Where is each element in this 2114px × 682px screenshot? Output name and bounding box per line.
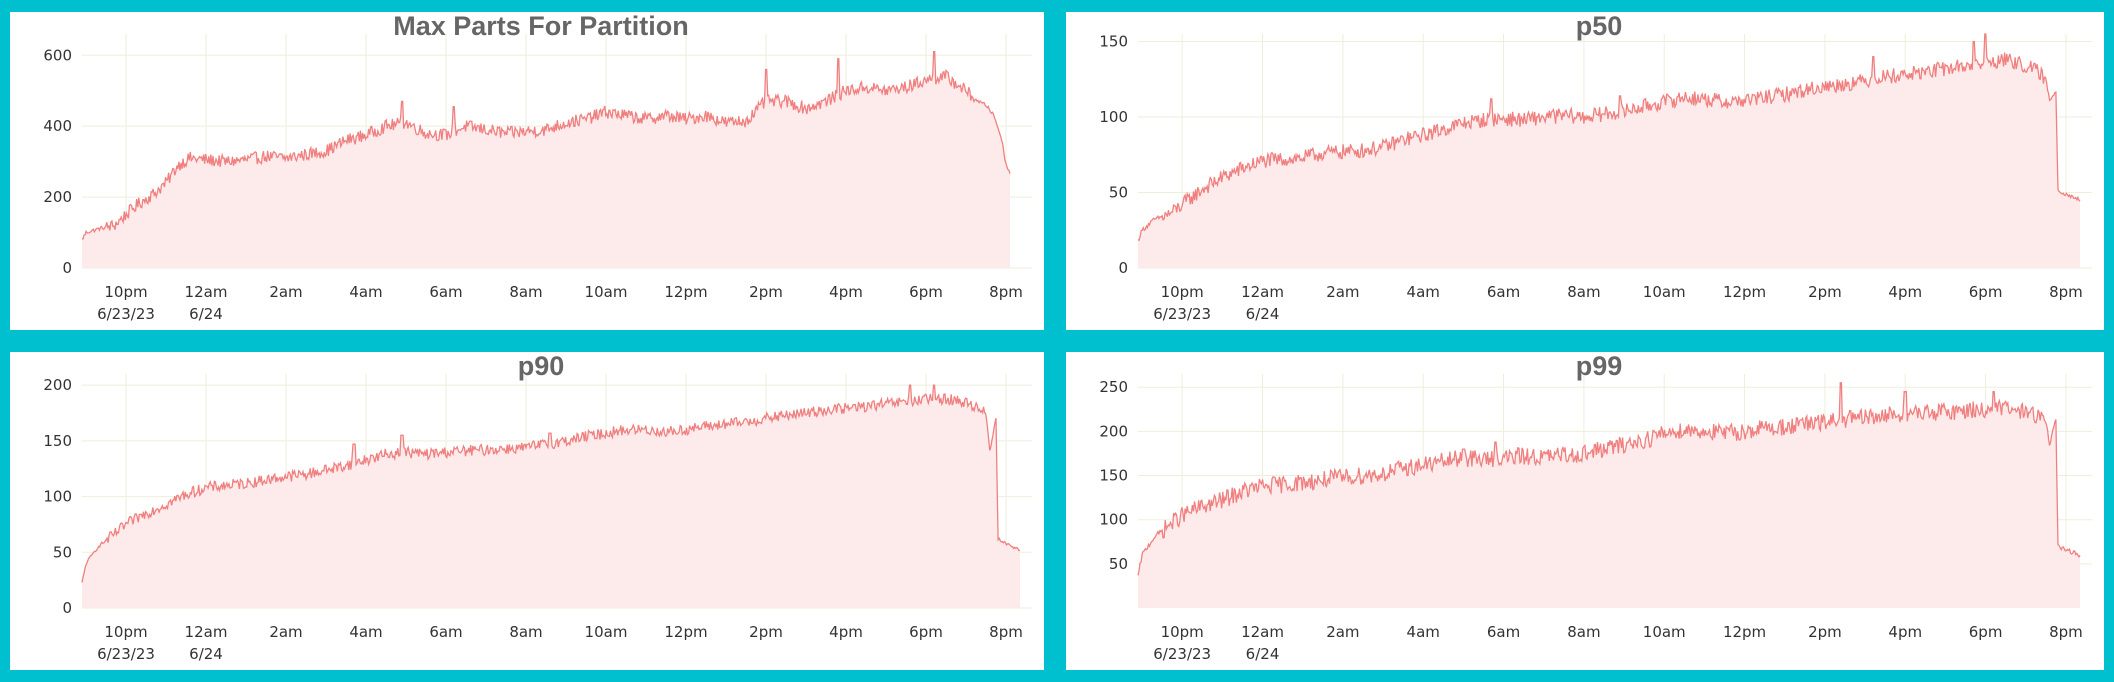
series-line [81, 51, 1011, 240]
series-line [1137, 33, 2081, 242]
x-tick-sublabel: 6/24 [1246, 645, 1280, 663]
x-tick-label: 2am [1326, 623, 1359, 641]
x-tick-label: 12pm [1723, 283, 1766, 301]
x-tick-sublabel: 6/24 [189, 645, 223, 663]
x-tick-label: 10am [585, 283, 628, 301]
x-tick-label: 12am [185, 623, 228, 641]
series-line [1137, 382, 2081, 576]
x-tick-label: 12am [1241, 283, 1284, 301]
x-tick-label: 6am [429, 283, 462, 301]
x-tick-label: 10am [585, 623, 628, 641]
chart-title: p99 [1576, 352, 1623, 381]
y-tick-label: 150 [1099, 467, 1128, 485]
x-tick-label: 4am [1407, 623, 1440, 641]
x-tick-label: 2pm [749, 623, 783, 641]
x-tick-label: 2pm [1808, 283, 1842, 301]
x-tick-label: 4am [1407, 283, 1440, 301]
x-tick-label: 8am [509, 283, 542, 301]
x-tick-label: 12pm [664, 623, 707, 641]
chart-panel-max-parts: 0 200 400 600 10pm 6/23/23 12am 6/24 2am 4am 6am 8a… [10, 12, 1044, 330]
x-tick-label: 12am [1241, 623, 1284, 641]
x-tick-sublabel: 6/24 [1246, 305, 1280, 323]
x-tick-label: 4am [349, 283, 382, 301]
y-tick-label: 400 [43, 117, 72, 135]
chart-title: Max Parts For Partition [393, 12, 689, 41]
x-tick-label: 6am [429, 623, 462, 641]
x-tick-label: 10pm [1161, 623, 1204, 641]
x-tick-label: 2pm [749, 283, 783, 301]
x-tick-label: 10pm [1161, 283, 1204, 301]
chart-svg: 0 200 400 600 10pm 6/23/23 12am 6/24 2am 4am 6am 8a… [43, 12, 1032, 323]
x-tick-label: 8am [509, 623, 542, 641]
x-tick-sublabel: 6/23/23 [1153, 305, 1211, 323]
y-tick-label: 100 [1099, 511, 1128, 529]
x-tick-label: 8pm [989, 283, 1023, 301]
x-tick-label: 10pm [104, 623, 147, 641]
x-tick-label: 4pm [829, 283, 863, 301]
chart-panel-p99: 50 100 150 200 250 10pm 6/23/23 12am 6/24 2am 4am 6… [1066, 352, 2104, 670]
x-tick-sublabel: 6/23/23 [1153, 645, 1211, 663]
y-tick-label: 200 [43, 188, 72, 206]
chart-svg: 50 100 150 200 250 10pm 6/23/23 12am 6/24 2am 4am 6… [1099, 352, 2092, 663]
series-area [1138, 34, 2080, 268]
chart-svg: 0 50 100 150 10pm 6/23/23 12am 6/24 2am 4am 6am 8am… [1099, 12, 2092, 323]
x-tick-label: 4pm [1888, 623, 1922, 641]
x-tick-label: 4pm [1888, 283, 1922, 301]
y-tick-label: 100 [1099, 108, 1128, 126]
series-area [82, 385, 1020, 608]
y-tick-label: 50 [1109, 555, 1128, 573]
x-tick-label: 2pm [1808, 623, 1842, 641]
y-tick-label: 600 [43, 46, 72, 64]
x-tick-label: 2am [269, 283, 302, 301]
x-tick-label: 2am [269, 623, 302, 641]
y-tick-label: 0 [62, 599, 72, 617]
x-tick-sublabel: 6/23/23 [97, 305, 155, 323]
x-tick-sublabel: 6/23/23 [97, 645, 155, 663]
x-tick-label: 4pm [829, 623, 863, 641]
y-tick-label: 200 [1099, 422, 1128, 440]
series-area [82, 51, 1010, 269]
y-tick-label: 250 [1099, 378, 1128, 396]
y-tick-label: 0 [62, 259, 72, 277]
chart-title: p90 [518, 352, 565, 381]
x-tick-label: 8pm [2049, 623, 2083, 641]
x-tick-label: 6am [1487, 283, 1520, 301]
x-tick-label: 6pm [909, 623, 943, 641]
x-tick-label: 8pm [989, 623, 1023, 641]
x-tick-label: 12pm [1723, 623, 1766, 641]
x-tick-label: 6pm [1969, 623, 2003, 641]
y-tick-label: 100 [43, 488, 72, 506]
chart-svg: 0 50 100 150 200 10pm 6/23/23 12am 6/24 2am 4am 6am… [43, 352, 1032, 663]
x-tick-label: 8am [1567, 623, 1600, 641]
x-tick-label: 6pm [1969, 283, 2003, 301]
chart-panel-p50: 0 50 100 150 10pm 6/23/23 12am 6/24 2am 4am 6am 8am… [1066, 12, 2104, 330]
x-tick-label: 8pm [2049, 283, 2083, 301]
y-tick-label: 150 [43, 432, 72, 450]
y-tick-label: 150 [1099, 33, 1128, 51]
x-tick-label: 4am [349, 623, 382, 641]
chart-title: p50 [1576, 12, 1623, 41]
x-tick-label: 10am [1643, 283, 1686, 301]
y-tick-label: 50 [53, 543, 72, 561]
x-tick-label: 12am [185, 283, 228, 301]
chart-panel-p90: 0 50 100 150 200 10pm 6/23/23 12am 6/24 2am 4am 6am… [10, 352, 1044, 670]
x-tick-sublabel: 6/24 [189, 305, 223, 323]
series-area [1138, 382, 2080, 608]
y-tick-label: 50 [1109, 184, 1128, 202]
x-tick-label: 6pm [909, 283, 943, 301]
y-tick-label: 0 [1118, 259, 1128, 277]
x-tick-label: 6am [1487, 623, 1520, 641]
series-line [81, 384, 1020, 583]
x-tick-label: 2am [1326, 283, 1359, 301]
y-tick-label: 200 [43, 376, 72, 394]
x-tick-label: 12pm [664, 283, 707, 301]
x-tick-label: 10am [1643, 623, 1686, 641]
x-tick-label: 10pm [104, 283, 147, 301]
x-tick-label: 8am [1567, 283, 1600, 301]
